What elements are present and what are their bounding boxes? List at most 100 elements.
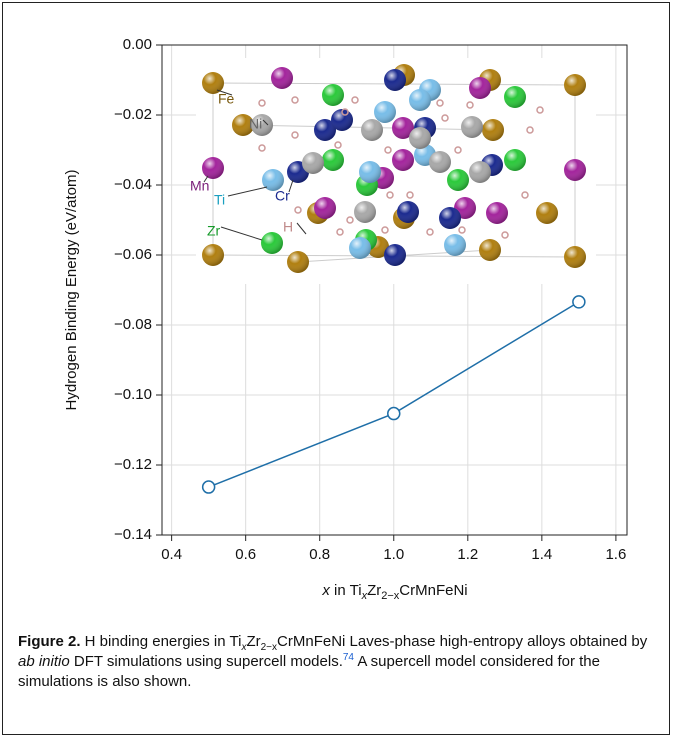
x-axis-label-part: x [321,582,330,599]
x-axis-label-part: x [361,590,368,602]
x-tick-label: 0.4 [161,546,182,563]
x-axis-label-part: Zr [367,582,381,599]
atom-shine [479,239,501,261]
marker [572,295,586,309]
atom-shine [439,207,461,229]
atom-label: Fe [218,91,235,107]
x-tick-label: 1.0 [383,546,404,563]
atom-shine [202,157,224,179]
atom-shine [469,77,491,99]
leader-line [288,179,294,193]
hydrogen [291,96,299,104]
atom-shine [314,119,336,141]
atom-shine [397,201,419,223]
atom-shine [482,119,504,141]
leader-line [203,175,209,183]
leader-line [296,222,307,235]
atom-label: H [283,219,293,235]
x-axis-label-part: CrMnFeNi [399,582,467,599]
hydrogen [501,231,509,239]
atom-shine [504,149,526,171]
caption-text: Zr [246,633,261,650]
x-axis-label-part: 2−x [381,590,400,602]
hydrogen [291,131,299,139]
leader-line [262,119,269,126]
atom-shine [461,116,483,138]
hydrogen [536,106,544,114]
hydrogen [526,126,534,134]
atom-shine [392,149,414,171]
atom-shine [349,237,371,259]
atom-shine [392,117,414,139]
atom-shine [202,72,224,94]
hydrogen [466,101,474,109]
y-tick-label: −0.12 [114,456,152,473]
atom-shine [322,84,344,106]
y-tick-label: −0.10 [114,386,152,403]
hydrogen [436,99,444,107]
hydrogen [458,226,466,234]
atom-shine [354,201,376,223]
caption-text: x [241,642,247,653]
hydrogen [336,228,344,236]
hydrogen [384,146,392,154]
hydrogen [341,108,349,116]
x-tick-label: 0.8 [309,546,330,563]
y-tick-label: −0.04 [114,176,152,193]
atom-shine [232,114,254,136]
x-tick-label: 0.6 [235,546,256,563]
atom-shine [302,152,324,174]
leader-line [216,89,233,96]
atom-label: Ti [214,192,225,208]
atom-label: Zr [207,223,221,239]
atom-label: Cr [275,188,290,204]
caption-text: 2−x [260,642,278,653]
hydrogen [258,99,266,107]
atom-shine [564,74,586,96]
atom-label: Ni [249,116,262,132]
atom-shine [361,119,383,141]
atom-shine [447,169,469,191]
atom-shine [409,89,431,111]
y-tick-label: 0.00 [123,36,152,53]
atom-shine [409,127,431,149]
x-tick-label: 1.4 [531,546,552,563]
caption-text: ab initio [18,653,70,670]
atom-label: Mn [190,178,209,194]
plot-frame [161,44,628,536]
leader-line [220,226,263,241]
chart: Fe Ni Mn Cr Ti Zr H −0.14 −0.12 −0.10 −0.08 −0.06 −… [63,36,628,602]
y-axis-label: Hydrogen Binding Energy (eV/atom) [63,170,80,411]
atom-shine [251,114,273,136]
atom-shine [564,246,586,268]
hydrogen [406,191,414,199]
atom-shine [287,251,309,273]
hydrogen [521,191,529,199]
hydrogen [426,228,434,236]
atom-shine [314,197,336,219]
caption-text: DFT simulations using supercell models. [69,653,343,670]
atom-shine [202,244,224,266]
x-axis-label: x in TixZr2−xCrMnFeNi [321,582,467,602]
hydrogen [441,114,449,122]
atom-shine [271,67,293,89]
caption: Figure 2. H binding energies in TixZr2−x… [18,632,648,692]
x-tick-label: 1.6 [605,546,626,563]
atom-shine [469,161,491,183]
hydrogen [454,146,462,154]
atom-shine [564,159,586,181]
hydrogen [351,96,359,104]
atom-shine [384,69,406,91]
reference[interactable]: 74 [342,652,354,663]
leader-line [227,186,268,197]
atom-shine [261,232,283,254]
atom-shine [429,151,451,173]
hydrogen [258,144,266,152]
y-tick-label: −0.14 [114,526,152,543]
atom-shine [536,202,558,224]
x-tick-label: 1.2 [457,546,478,563]
hydrogen [386,191,394,199]
marker [201,480,216,494]
atom-shine [262,169,284,191]
